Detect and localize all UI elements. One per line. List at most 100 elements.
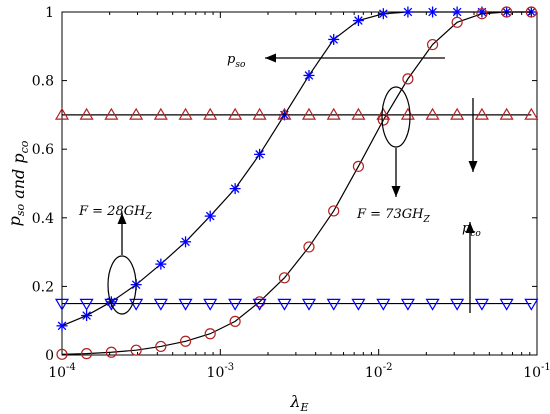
point-pco_28 xyxy=(376,298,391,311)
series-layer xyxy=(54,6,539,360)
point-pco_73 xyxy=(425,107,440,120)
point-pco_73 xyxy=(79,107,94,120)
pco-down-arrow xyxy=(468,98,478,172)
point-pso_73 xyxy=(229,315,241,327)
point-pso_73 xyxy=(352,160,365,172)
point-pso_73 xyxy=(130,344,142,356)
point-pco_73 xyxy=(400,107,415,120)
point-pco_73 xyxy=(351,107,366,120)
point-pco_73 xyxy=(524,107,539,120)
point-pco_28 xyxy=(301,298,317,311)
x-tick-label: 10-2 xyxy=(365,362,393,381)
point-pso_73 xyxy=(105,346,117,358)
pso-arrow xyxy=(265,53,445,63)
point-pco_73 xyxy=(474,107,489,120)
f28-ellipse xyxy=(107,255,137,315)
y-tick-label: 1 xyxy=(45,5,54,21)
point-pso_73 xyxy=(525,6,537,18)
point-pco_28 xyxy=(450,298,465,311)
point-pco_28 xyxy=(425,298,440,311)
point-pso_28 xyxy=(328,33,340,45)
point-pso_28 xyxy=(56,320,68,332)
pco-up-arrow xyxy=(465,222,475,313)
point-pso_73 xyxy=(204,328,216,340)
point-pco_28 xyxy=(228,298,243,311)
y-tick-label: 0.4 xyxy=(32,211,54,227)
plot-frame xyxy=(61,11,538,356)
point-pco_73 xyxy=(153,107,168,120)
point-pso_73 xyxy=(451,16,463,28)
point-pso_73 xyxy=(328,205,340,217)
point-pso_28 xyxy=(402,6,414,18)
y-axis-label: pso and pco xyxy=(5,140,31,226)
point-pco_28 xyxy=(474,298,489,311)
point-pco_73 xyxy=(178,107,193,120)
point-pco_28 xyxy=(277,298,292,311)
pso-annotation: pso xyxy=(227,52,246,70)
x-tick-label: 10-4 xyxy=(48,362,76,381)
point-pso_73 xyxy=(56,348,68,360)
x-axis-label: λE xyxy=(289,392,308,414)
x-tick-label: 10-1 xyxy=(523,362,550,381)
f73-ellipse xyxy=(381,86,411,148)
point-pco_73 xyxy=(450,107,465,120)
point-pso_73 xyxy=(426,38,439,51)
point-pso_28 xyxy=(303,69,315,81)
point-pso_73 xyxy=(501,6,513,18)
annotations-layer: pso pco F = 28GHZ F = 73GHZ xyxy=(78,52,481,315)
x-tick-label: 10-3 xyxy=(207,362,235,381)
point-pso_28 xyxy=(81,310,93,322)
f28-annotation: F = 28GHZ xyxy=(78,204,152,222)
point-pso_28 xyxy=(451,6,463,18)
point-pso_28 xyxy=(204,210,216,222)
point-pso_73 xyxy=(278,272,291,284)
pco-annotation: pco xyxy=(462,221,481,239)
point-pco_28 xyxy=(252,298,267,311)
point-pco_28 xyxy=(54,298,70,311)
y-tick-label: 0.8 xyxy=(32,74,54,90)
point-pso_73 xyxy=(80,348,93,360)
point-pco_73 xyxy=(203,107,218,120)
point-pso_73 xyxy=(402,73,414,85)
f73-annotation: F = 73GHZ xyxy=(356,207,430,225)
point-pso_73 xyxy=(155,340,167,353)
point-pco_28 xyxy=(203,298,218,311)
y-tick-label: 0.2 xyxy=(32,279,54,295)
y-tick-label: 0 xyxy=(45,348,54,364)
point-pco_28 xyxy=(326,298,341,311)
point-pso_28 xyxy=(352,15,364,27)
f73-arrow xyxy=(391,148,401,197)
f28-arrow xyxy=(117,213,127,255)
point-pso_73 xyxy=(179,335,192,347)
point-pco_28 xyxy=(104,298,119,311)
point-pco_28 xyxy=(400,298,415,311)
point-pco_28 xyxy=(499,298,514,311)
point-pco_73 xyxy=(129,107,144,120)
point-pco_28 xyxy=(129,298,144,311)
point-pco_28 xyxy=(178,298,193,311)
point-pso_73 xyxy=(303,241,315,253)
point-pco_73 xyxy=(104,107,119,120)
point-pco_28 xyxy=(524,298,539,311)
point-pso_28 xyxy=(180,236,192,248)
point-pso_28 xyxy=(155,258,167,270)
point-pco_73 xyxy=(376,107,391,120)
point-pco_73 xyxy=(326,107,341,120)
point-pco_28 xyxy=(351,298,366,311)
point-pco_73 xyxy=(499,107,514,120)
axes-ticks: 0 0.2 0.4 0.6 0.8 1 10-4 10-3 10-2 10-1 λE pso and … xyxy=(5,5,550,414)
point-pso_28 xyxy=(229,183,241,195)
point-pco_73 xyxy=(252,107,267,120)
point-pco_73 xyxy=(54,107,70,120)
y-tick-label: 0.6 xyxy=(32,142,54,158)
point-pco_73 xyxy=(277,107,292,120)
point-pso_28 xyxy=(254,148,266,160)
point-pco_28 xyxy=(79,298,94,311)
point-pco_73 xyxy=(228,107,243,120)
point-pso_73 xyxy=(476,8,488,20)
point-pco_28 xyxy=(153,298,168,311)
point-pco_73 xyxy=(301,107,317,120)
point-pso_28 xyxy=(377,8,389,20)
